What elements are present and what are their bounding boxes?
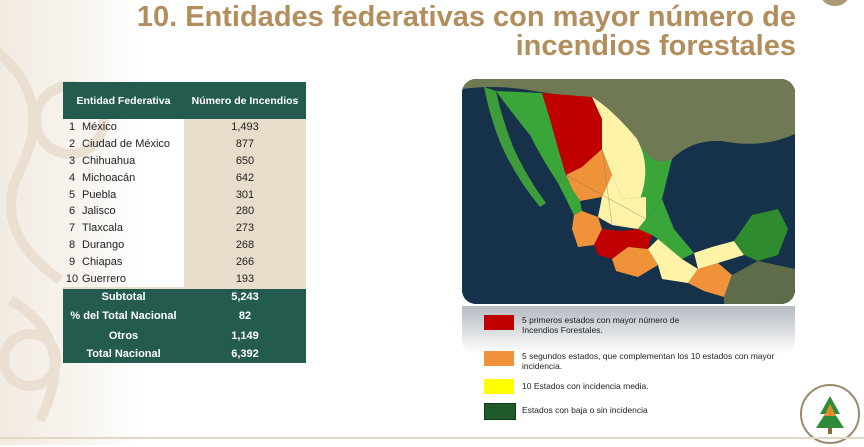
summary-label: Otros — [63, 325, 184, 346]
value-cell: 642 — [184, 169, 306, 187]
summary-row-subtotal: Subtotal 5,243 — [63, 286, 306, 306]
state-cell: México — [82, 121, 117, 134]
state-cell: Tlaxcala — [82, 222, 123, 235]
state-cell: Guerrero — [82, 272, 127, 285]
summary-value: 1,149 — [184, 325, 306, 346]
value-cell: 193 — [184, 270, 306, 288]
mexico-map — [462, 79, 795, 304]
coahuila-region — [592, 97, 648, 199]
legend-text: 10 Estados con incidencia media. — [522, 381, 649, 391]
table-row: 2 Ciudad de México 877 — [63, 135, 306, 153]
table-header-row: Entidad Federativa Número de Incendios — [63, 82, 306, 119]
summary-row-total: Total Nacional 6,392 — [63, 345, 306, 363]
header-entidad: Entidad Federativa — [63, 82, 184, 119]
guerrero-region — [612, 247, 658, 277]
value-cell: 877 — [184, 135, 306, 153]
footer-divider — [0, 437, 864, 439]
state-cell: Chiapas — [82, 255, 123, 268]
summary-value: 6,392 — [184, 345, 306, 363]
header-numero: Número de Incendios — [184, 82, 306, 119]
corner-logo-icon — [820, 0, 850, 6]
table-row: 6 Jalisco 280 — [63, 202, 306, 220]
chihuahua-region — [542, 93, 602, 175]
chiapas-region — [688, 263, 732, 297]
central-north-region — [598, 175, 646, 229]
table-row: 8 Durango 268 — [63, 236, 306, 254]
incidents-table: Entidad Federativa Número de Incendios 1… — [63, 82, 306, 363]
state-cell: Jalisco — [82, 205, 116, 218]
table-row: 10 Guerrero 193 — [63, 270, 306, 288]
table-row: 7 Tlaxcala 273 — [63, 219, 306, 237]
rank-cell: 8 — [68, 238, 76, 251]
legend-swatch — [484, 351, 514, 366]
state-cell: Ciudad de México — [82, 138, 171, 151]
page-title: 10. Entidades federativas con mayor núme… — [36, 3, 796, 61]
value-cell: 301 — [184, 186, 306, 203]
value-cell: 273 — [184, 219, 306, 237]
michoacan-region — [594, 229, 628, 259]
edomex-region — [622, 229, 652, 249]
state-cell: Michoacán — [82, 171, 136, 184]
oaxaca-region — [648, 239, 698, 283]
legend-swatch — [484, 315, 514, 330]
yucatan-region — [734, 209, 788, 261]
rank-cell: 3 — [68, 154, 76, 167]
rank-cell: 1 — [68, 121, 76, 134]
table-row: 4 Michoacán 642 — [63, 169, 306, 187]
state-cell: Durango — [82, 238, 125, 251]
summary-value: 5,243 — [184, 286, 306, 306]
background-ornament — [0, 0, 140, 445]
rank-cell: 4 — [68, 171, 76, 184]
map-svg — [462, 79, 795, 304]
legend-swatch — [484, 403, 516, 420]
value-cell: 280 — [184, 202, 306, 220]
rank-cell: 9 — [68, 255, 76, 268]
sonora-region — [496, 91, 566, 183]
page-title-line1: 10. Entidades federativas con mayor núme… — [136, 1, 796, 33]
summary-row-otros: Otros 1,149 — [63, 325, 306, 346]
value-cell: 650 — [184, 152, 306, 170]
durango-region — [566, 149, 612, 201]
legend-swatch — [484, 379, 514, 394]
table-row: 9 Chiapas 266 — [63, 253, 306, 271]
value-cell: 1,493 — [184, 119, 306, 136]
rank-cell: 7 — [68, 222, 76, 235]
state-cell: Chihuahua — [82, 154, 136, 167]
rank-cell: 6 — [68, 205, 76, 218]
legend-text: 5 segundos estados, que complementan los… — [522, 351, 775, 371]
veracruz-region — [638, 199, 694, 259]
sinaloa-region — [558, 175, 582, 215]
ornament-pattern — [0, 48, 109, 423]
table-body: 1 México 1,493 2 Ciudad de México 877 3 Chihuah… — [63, 119, 306, 363]
rank-cell: 2 — [68, 138, 76, 151]
table-row: 1 México 1,493 — [63, 119, 306, 136]
value-cell: 266 — [184, 253, 306, 271]
seal-logo-icon — [800, 384, 860, 444]
tabasco-region — [694, 241, 744, 269]
baja-california-region — [484, 87, 546, 207]
summary-label: Subtotal — [63, 286, 184, 306]
summary-value: 82 — [184, 305, 306, 326]
summary-label: % del Total Nacional — [63, 305, 184, 326]
state-cell: Puebla — [82, 188, 117, 201]
page-title-line2: incendios forestales — [515, 30, 796, 62]
rank-cell: 5 — [68, 188, 76, 201]
rank-cell: 10 — [65, 272, 79, 285]
legend-text: Estados con baja o sin incidencia — [522, 405, 648, 415]
table-row: 5 Puebla 301 — [63, 186, 306, 203]
summary-row-percent: % del Total Nacional 82 — [63, 305, 306, 326]
table-row: 3 Chihuahua 650 — [63, 152, 306, 170]
map-reflection — [462, 306, 795, 354]
legend-text: 5 primeros estados con mayor número de I… — [522, 315, 680, 335]
jalisco-region — [572, 211, 602, 247]
summary-label: Total Nacional — [63, 345, 184, 363]
value-cell: 268 — [184, 236, 306, 254]
